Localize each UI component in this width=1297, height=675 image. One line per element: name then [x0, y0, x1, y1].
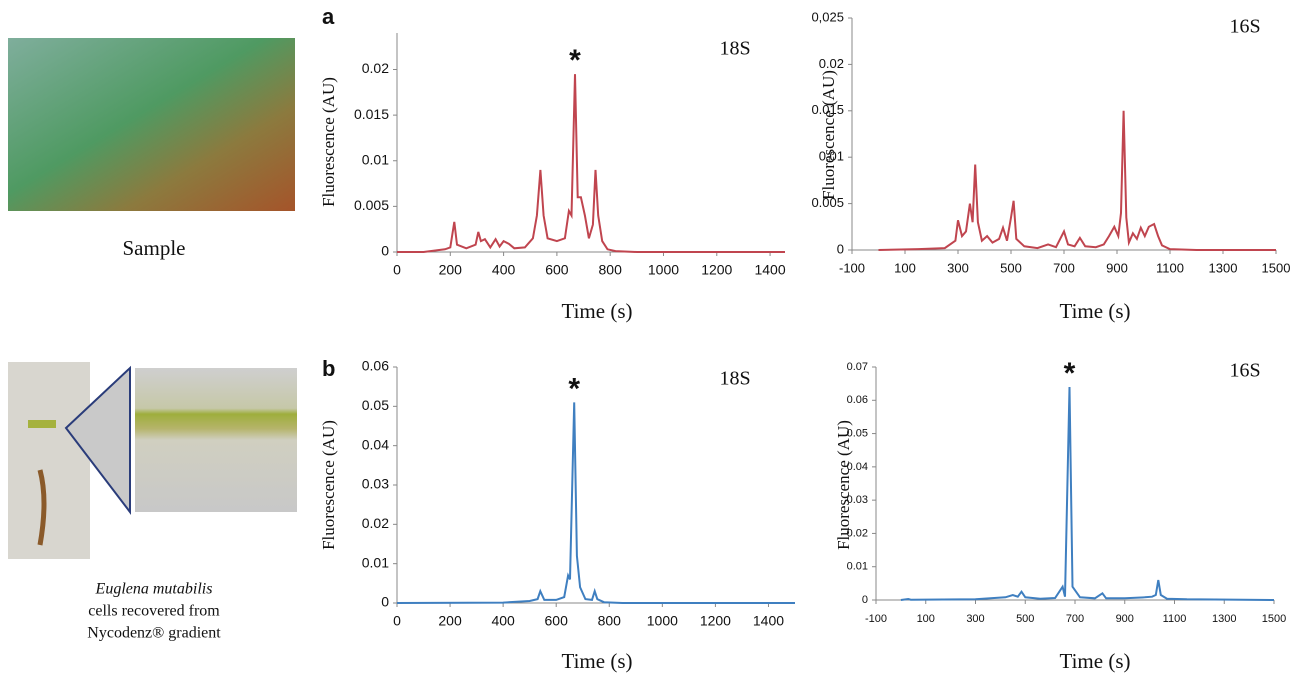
- y-tick-label: 0.03: [847, 494, 868, 506]
- y-tick-label: 0.01: [819, 149, 844, 164]
- y-tick-label: 0.07: [847, 361, 868, 373]
- x-axis-label: Time (s): [1060, 649, 1131, 673]
- y-axis-label: Fluorescence (AU): [834, 420, 853, 550]
- y-tick-label: 0.04: [362, 436, 389, 452]
- x-tick-label: 1300: [1212, 613, 1236, 625]
- pellet: [37, 469, 47, 546]
- y-axis-label: Fluorescence (AU): [319, 77, 338, 207]
- peak-annotation: *: [1064, 357, 1076, 390]
- x-tick-label: 600: [545, 613, 569, 629]
- x-tick-label: 200: [439, 262, 463, 278]
- x-tick-label: 500: [1000, 260, 1022, 275]
- photo-caption: Euglena mutabilis: [95, 581, 213, 598]
- tube-photo: [8, 362, 90, 559]
- y-tick-label: 0.02: [819, 56, 844, 71]
- zoom-wedge: [64, 365, 131, 515]
- x-tick-label: 1400: [754, 262, 785, 278]
- y-axis-label: Fluorescence (AU): [319, 420, 338, 550]
- x-tick-label: 500: [1016, 613, 1034, 625]
- chart-title: 18S: [719, 38, 750, 60]
- x-tick-label: 0: [393, 613, 401, 629]
- x-tick-label: 700: [1053, 260, 1075, 275]
- x-tick-label: 900: [1106, 260, 1128, 275]
- x-tick-label: 0: [393, 262, 401, 278]
- x-axis-label: Time (s): [1060, 299, 1131, 323]
- panel-label: a: [322, 4, 335, 29]
- photo-caption: Sample: [123, 236, 186, 260]
- y-tick-label: 0: [837, 241, 844, 256]
- x-tick-label: 800: [599, 262, 623, 278]
- chart-title: 18S: [719, 368, 750, 390]
- y-tick-label: 0,025: [811, 9, 844, 24]
- y-tick-label: 0.06: [847, 394, 868, 406]
- x-tick-label: -100: [865, 613, 887, 625]
- x-axis-label: Time (s): [562, 299, 633, 323]
- data-line: [900, 386, 1275, 601]
- x-tick-label: 100: [894, 260, 916, 275]
- x-tick-label: 300: [947, 260, 969, 275]
- y-tick-label: 0.01: [847, 561, 868, 573]
- x-tick-label: 1100: [1156, 260, 1184, 275]
- x-tick-label: 200: [438, 613, 462, 629]
- y-tick-label: 0.06: [362, 358, 389, 374]
- y-tick-label: 0.005: [354, 197, 389, 213]
- x-tick-label: 1300: [1209, 260, 1238, 275]
- x-tick-label: 700: [1066, 613, 1084, 625]
- x-tick-label: 1500: [1262, 613, 1286, 625]
- data-line: [878, 110, 1276, 251]
- peak-annotation: *: [569, 44, 581, 77]
- y-tick-label: 0: [381, 243, 389, 259]
- x-tick-label: 1400: [753, 613, 784, 629]
- tube-band: [28, 420, 56, 428]
- data-line: [396, 402, 795, 604]
- chart-title: 16S: [1229, 360, 1260, 382]
- y-tick-label: 0.005: [811, 195, 844, 210]
- data-line: [397, 74, 785, 253]
- peak-annotation: *: [568, 372, 580, 405]
- y-tick-label: 0.015: [811, 102, 844, 117]
- y-tick-label: 0.04: [847, 461, 868, 473]
- sample-photo: [8, 38, 295, 211]
- y-axis-label: Fluorescence (AU): [819, 70, 838, 200]
- x-tick-label: 1500: [1262, 260, 1291, 275]
- y-tick-label: 0.015: [354, 106, 389, 122]
- chart-title: 16S: [1229, 16, 1260, 38]
- x-tick-label: 800: [598, 613, 622, 629]
- x-tick-label: 1200: [700, 613, 731, 629]
- x-axis-label: Time (s): [562, 649, 633, 673]
- y-tick-label: 0.05: [362, 397, 389, 413]
- y-tick-label: 0.02: [847, 527, 868, 539]
- y-tick-label: 0.01: [362, 554, 389, 570]
- x-tick-label: 1200: [701, 262, 732, 278]
- x-tick-label: 600: [545, 262, 569, 278]
- panel-label: b: [322, 356, 335, 381]
- x-tick-label: 1100: [1163, 613, 1187, 625]
- photo-caption: Nycodenz® gradient: [87, 625, 221, 642]
- y-tick-label: 0: [862, 594, 868, 606]
- y-tick-label: 0: [381, 594, 389, 610]
- x-tick-label: 1000: [648, 262, 679, 278]
- y-tick-label: 0.02: [362, 60, 389, 76]
- y-tick-label: 0.05: [847, 427, 868, 439]
- x-tick-label: 400: [492, 262, 516, 278]
- band-photo: [135, 368, 297, 512]
- y-tick-label: 0.02: [362, 515, 389, 531]
- x-tick-label: 100: [917, 613, 935, 625]
- y-tick-label: 0.03: [362, 476, 389, 492]
- photo-caption: cells recovered from: [88, 603, 220, 620]
- x-tick-label: 1000: [647, 613, 678, 629]
- x-tick-label: 900: [1116, 613, 1134, 625]
- x-tick-label: 400: [491, 613, 515, 629]
- y-tick-label: 0.01: [362, 151, 389, 167]
- x-tick-label: 300: [966, 613, 984, 625]
- x-tick-label: -100: [839, 260, 865, 275]
